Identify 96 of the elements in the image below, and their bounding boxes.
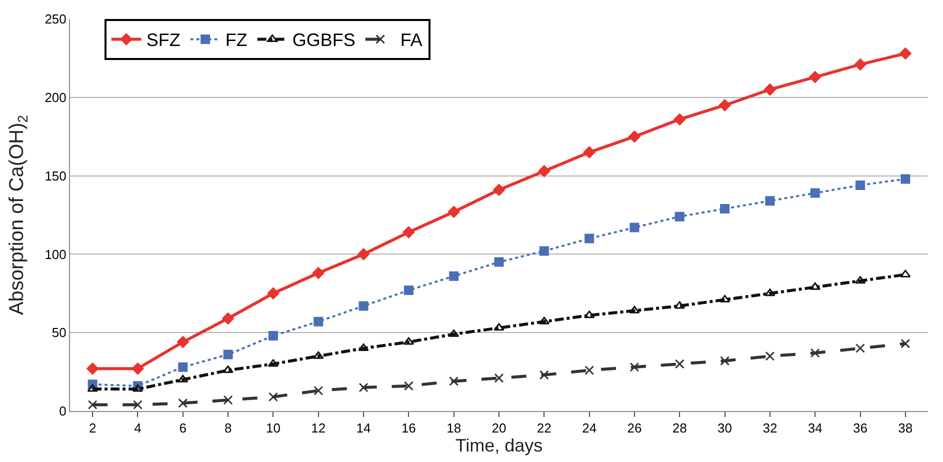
legend-label: FA — [400, 30, 422, 50]
point — [764, 288, 776, 296]
point — [449, 271, 459, 281]
x-tick-label: 30 — [718, 420, 732, 436]
x-tick-label: 16 — [401, 420, 416, 436]
point — [178, 362, 188, 372]
point — [628, 130, 640, 143]
y-tick-label: 250 — [44, 12, 66, 27]
y-tick-label: 100 — [44, 246, 66, 262]
point — [223, 395, 233, 405]
point — [630, 362, 640, 372]
x-tick-label: 38 — [898, 420, 913, 436]
point — [900, 270, 911, 278]
point — [494, 257, 504, 267]
point — [358, 301, 368, 311]
y-tick-label: 50 — [52, 325, 66, 340]
x-tick-label: 12 — [311, 420, 326, 436]
point — [358, 382, 368, 392]
point — [674, 301, 685, 309]
point — [539, 370, 549, 380]
point — [267, 287, 280, 300]
x-tick-label: 6 — [179, 420, 187, 436]
x-axis-title: Time, days — [455, 436, 543, 456]
x-tick-label: 22 — [536, 420, 552, 436]
x-tick-label: 14 — [356, 420, 371, 436]
point — [809, 71, 822, 83]
point — [720, 204, 730, 214]
point — [404, 286, 414, 296]
point — [176, 336, 189, 348]
x-tick-label: 36 — [853, 420, 868, 436]
y-tick-label: 0 — [59, 404, 66, 419]
x-tick-label: 26 — [627, 420, 642, 436]
point — [764, 84, 776, 96]
point — [178, 398, 188, 408]
point — [720, 356, 730, 366]
point — [810, 282, 820, 290]
point — [630, 222, 640, 232]
point — [314, 386, 324, 396]
x-tick-label: 34 — [808, 420, 822, 436]
point — [448, 206, 460, 218]
point — [222, 365, 234, 373]
point — [493, 184, 505, 196]
point — [313, 351, 324, 359]
point — [449, 376, 459, 386]
x-tick-label: 28 — [672, 420, 687, 436]
point — [674, 212, 684, 222]
point — [854, 58, 866, 70]
point — [132, 400, 142, 410]
point — [223, 350, 233, 360]
x-tick-label: 20 — [492, 420, 506, 436]
point — [765, 196, 775, 206]
x-tick-label: 24 — [582, 420, 597, 436]
point — [494, 323, 504, 331]
point — [856, 344, 866, 354]
x-tick-label: 2 — [88, 420, 96, 436]
point — [718, 99, 731, 112]
point — [358, 248, 370, 260]
point — [268, 330, 278, 340]
point — [178, 374, 188, 382]
legend-label: FZ — [225, 30, 248, 50]
point — [765, 351, 775, 361]
point — [674, 359, 684, 369]
x-tick-label: 10 — [266, 420, 280, 436]
point — [810, 348, 820, 358]
point — [402, 226, 415, 238]
point — [86, 362, 99, 375]
point — [132, 362, 144, 375]
point — [900, 174, 910, 184]
legend-label: GGBFS — [292, 30, 356, 50]
x-tick-label: 18 — [446, 420, 462, 436]
point — [583, 146, 596, 158]
point — [674, 113, 686, 126]
y-tick-label: 150 — [44, 168, 66, 184]
point — [404, 381, 414, 391]
point — [899, 48, 912, 60]
point — [358, 344, 369, 352]
x-tick-label: 32 — [762, 420, 778, 436]
point — [584, 234, 594, 244]
point — [312, 267, 324, 279]
point — [629, 306, 640, 314]
x-tick-label: 8 — [224, 420, 232, 436]
point — [810, 188, 820, 198]
point — [222, 312, 234, 324]
point — [87, 384, 98, 392]
y-tick-label: 200 — [44, 90, 66, 105]
point — [88, 400, 98, 410]
point — [314, 316, 324, 326]
point — [268, 392, 278, 402]
point — [494, 373, 504, 383]
point — [900, 338, 910, 348]
point — [539, 246, 549, 256]
x-tick-label: 4 — [134, 420, 142, 436]
point — [856, 180, 866, 190]
point — [538, 165, 550, 178]
point — [584, 365, 594, 375]
legend-label: SFZ — [146, 30, 180, 50]
